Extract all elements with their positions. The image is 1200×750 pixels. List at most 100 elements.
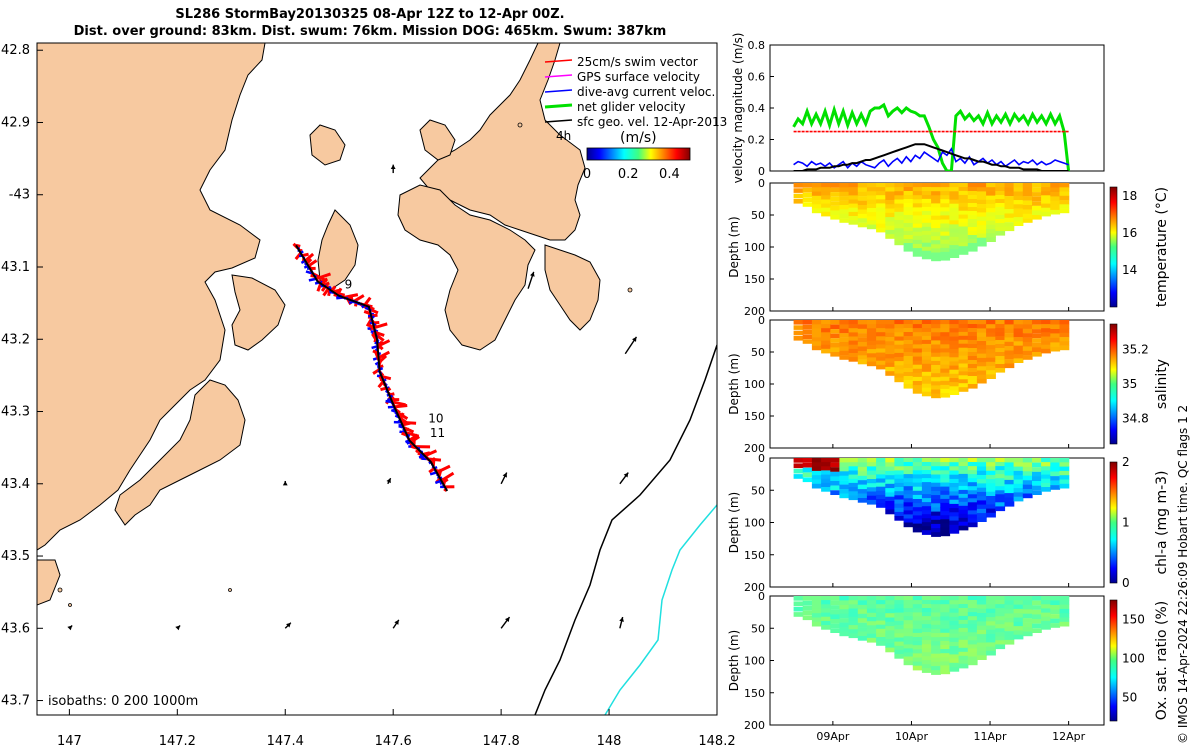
- section-cell: [921, 383, 932, 389]
- section-cell: [1032, 329, 1042, 334]
- section-cell: [921, 214, 932, 220]
- section-cell: [976, 212, 987, 217]
- section-cell: [995, 340, 1006, 345]
- velocity-ytick-label: 0: [758, 165, 765, 178]
- section-cell: [876, 458, 886, 463]
- section-cell: [995, 498, 1006, 503]
- islet: [228, 588, 232, 592]
- section-cell: [866, 345, 877, 350]
- section-cell: [1013, 200, 1024, 205]
- swim-vector: [391, 400, 406, 407]
- section-cell: [940, 207, 951, 212]
- section-cell: [958, 619, 969, 625]
- section-cell: [1013, 324, 1024, 329]
- section-ylabel: Depth (m): [727, 216, 741, 277]
- section-ytick-label: 200: [744, 442, 765, 455]
- section-cell: [958, 214, 969, 220]
- section-cell: [986, 625, 996, 631]
- section-cell: [1022, 333, 1033, 338]
- section-cell: [995, 364, 1006, 369]
- section-cell: [802, 192, 813, 198]
- section-cell: [1032, 628, 1042, 633]
- section-cell: [1022, 609, 1033, 614]
- map-xtick-label: 147.4: [267, 734, 304, 749]
- section-cell: [811, 613, 822, 618]
- map-ytick-label: 43.3: [1, 405, 30, 420]
- section-cell: [986, 508, 996, 514]
- velocity-series: [793, 147, 1069, 170]
- section-cell: [967, 207, 978, 212]
- section-cell: [885, 634, 896, 640]
- section-cell: [848, 336, 859, 342]
- section-cell: [949, 220, 960, 225]
- section-cell: [885, 337, 896, 342]
- section-cell: [949, 228, 960, 234]
- section-cell: [903, 231, 914, 236]
- section-cell: [949, 608, 960, 614]
- section-cell: [912, 223, 923, 229]
- section-cell: [821, 625, 831, 630]
- section-cell: [976, 508, 987, 514]
- section-cell: [903, 195, 914, 200]
- section-cell: [940, 604, 951, 609]
- section-cell: [931, 637, 941, 642]
- section-cell: [821, 478, 831, 484]
- section-cell: [986, 512, 996, 518]
- section-cell: [940, 502, 951, 508]
- section-cell: [1032, 481, 1042, 486]
- section-cell: [921, 198, 932, 204]
- section-cell: [894, 491, 905, 496]
- section-cell: [940, 624, 951, 630]
- section-cell: [986, 191, 996, 196]
- section-cell: [857, 337, 868, 343]
- section-cell: [967, 498, 978, 503]
- section-cell: [821, 187, 831, 192]
- islet: [68, 603, 72, 607]
- land-forestier: [397, 184, 536, 351]
- section-cell: [1013, 354, 1024, 359]
- section-colorbar: [1109, 186, 1118, 308]
- section-cell: [793, 336, 804, 341]
- section-cell: [958, 466, 969, 471]
- section-cell: [958, 359, 969, 365]
- section-cell: [949, 203, 960, 209]
- section-cell: [1004, 501, 1015, 507]
- section-cell: [986, 596, 996, 601]
- section-cell: [793, 193, 804, 199]
- section-cell: [967, 320, 978, 325]
- section-cell: [986, 324, 996, 329]
- section-cell: [903, 384, 914, 389]
- section-cell: [1032, 205, 1042, 211]
- section-cell: [967, 191, 978, 196]
- section-cell: [931, 624, 941, 630]
- section-cell: [1013, 630, 1024, 636]
- section-cell: [967, 470, 978, 475]
- section-cell: [912, 320, 923, 325]
- section-cell: [1050, 467, 1061, 472]
- section-cell: [1032, 623, 1042, 629]
- section-cell: [976, 195, 987, 201]
- section-cell: [949, 386, 960, 391]
- section-cell: [802, 462, 813, 468]
- swim-vector: [380, 386, 387, 392]
- section-cell: [931, 470, 941, 476]
- section-cell: [958, 489, 969, 495]
- section-cell: [958, 367, 969, 372]
- section-cell: [1013, 621, 1024, 627]
- section-cell: [885, 229, 896, 235]
- map-ytick-label: 43.2: [1, 332, 30, 347]
- section-cell: [885, 191, 896, 197]
- section-cell: [986, 500, 996, 505]
- velocity-ytick-label: 0.8: [748, 39, 766, 52]
- section-cell: [1013, 320, 1024, 325]
- map-ytick-label: 43.5: [1, 549, 30, 564]
- section-cell: [1059, 337, 1070, 342]
- section-colorbar-tick: 35.2: [1122, 343, 1149, 357]
- section-cell: [839, 342, 850, 347]
- section-cell: [931, 389, 941, 395]
- section-cell: [857, 462, 868, 468]
- section-cell: [967, 352, 978, 357]
- section-cell: [1059, 596, 1070, 601]
- section-cell: [811, 208, 822, 214]
- section-cell: [839, 355, 850, 360]
